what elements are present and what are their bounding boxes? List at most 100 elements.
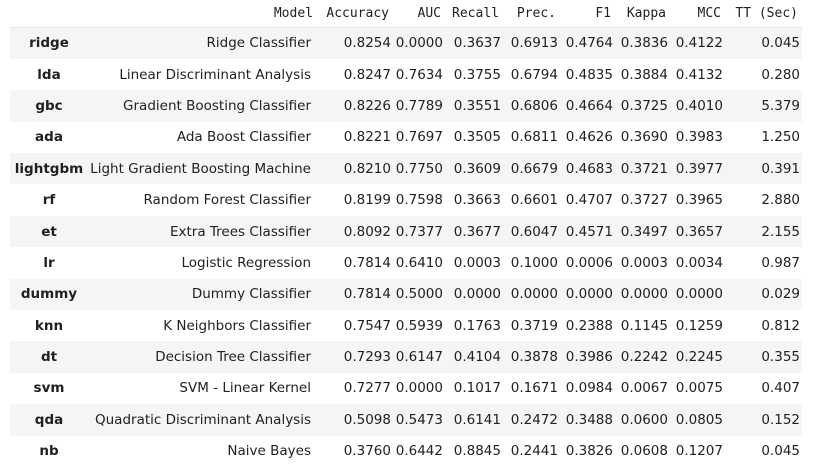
prec-cell: 0.6913 [510,35,558,52]
accuracy-cell: 0.7277 [343,380,391,397]
mcc-cell: 0.4132 [675,66,723,83]
kappa-cell: 0.1145 [620,317,668,334]
recall-cell: 0.3755 [453,66,501,83]
row-key-cell: dummy [20,286,78,303]
f1-cell: 0.3826 [565,443,613,460]
f1-cell: 0.3986 [565,349,613,366]
f1-cell: 0.0000 [565,286,613,303]
accuracy-cell: 0.8221 [343,129,391,146]
row-key-cell: lr [43,254,55,271]
prec-cell: 0.6679 [510,160,558,177]
kappa-cell: 0.3497 [620,223,668,240]
recall-cell: 0.0000 [453,286,501,303]
row-key-cell: gbc [35,97,63,114]
f1-cell: 0.0984 [565,380,613,397]
mcc-cell: 0.1259 [675,317,723,334]
header-prec: Prec. [503,0,560,28]
kappa-cell: 0.3725 [620,97,668,114]
auc-cell: 0.6442 [395,443,443,460]
tt-cell: 2.880 [761,192,800,209]
table-row: lda Linear Discriminant Analysis 0.8247 0.7… [10,59,802,90]
accuracy-cell: 0.8092 [343,223,391,240]
auc-cell: 0.7750 [395,160,443,177]
prec-cell: 0.6811 [510,129,558,146]
auc-cell: 0.5473 [395,411,443,428]
header-mcc: MCC [670,0,725,28]
table-row: gbc Gradient Boosting Classifier 0.8226 0.7… [10,90,802,122]
table-row: dummy Dummy Classifier 0.7814 0.5000 0.0000 0… [10,278,802,311]
table-header: Model Accuracy AUC Recall Prec. F1 Kappa… [10,0,802,28]
kappa-cell: 0.3690 [620,129,668,146]
mcc-cell: 0.3965 [675,192,723,209]
kappa-cell: 0.0608 [620,443,668,460]
kappa-cell: 0.3721 [620,160,668,177]
header-tt: TT (Sec) [725,0,802,28]
prec-cell: 0.2441 [510,443,558,460]
table-row: dt Decision Tree Classifier 0.7293 0.6147 0.… [10,341,802,373]
f1-cell: 0.4571 [565,223,613,240]
recall-cell: 0.3663 [453,192,501,209]
kappa-cell: 0.2242 [620,349,668,366]
f1-cell: 0.4664 [565,97,613,114]
header-accuracy: Accuracy [317,0,393,28]
row-key-cell: nb [39,443,59,460]
recall-cell: 0.0003 [453,254,501,271]
f1-cell: 0.4707 [565,192,613,209]
model-cell: Light Gradient Boosting Machine [90,160,311,177]
mcc-cell: 0.3657 [675,223,723,240]
model-cell: Dummy Classifier [191,286,311,303]
row-key-cell: lightgbm [14,160,84,177]
kappa-cell: 0.0600 [620,411,668,428]
kappa-cell: 0.3727 [620,192,668,209]
model-cell: Logistic Regression [181,254,312,271]
prec-cell: 0.6601 [510,192,558,209]
prec-cell: 0.3719 [510,317,558,334]
tt-cell: 0.045 [761,443,800,460]
header-kappa: Kappa [615,0,670,28]
auc-cell: 0.7789 [395,97,443,114]
header-recall: Recall [445,0,503,28]
row-key-cell: ada [35,129,63,146]
auc-cell: 0.7634 [395,66,443,83]
auc-cell: 0.7598 [395,192,443,209]
recall-cell: 0.3677 [453,223,501,240]
model-cell: Gradient Boosting Classifier [123,97,311,114]
row-key-cell: ridge [29,35,69,52]
model-cell: Naive Bayes [227,443,311,460]
header-model: Model [88,0,317,28]
model-comparison-table: Model Accuracy AUC Recall Prec. F1 Kappa… [10,0,802,467]
tt-cell: 0.045 [761,35,800,52]
table-row: lightgbm Light Gradient Boosting Machine 0… [10,153,802,185]
mcc-cell: 0.0075 [675,380,723,397]
auc-cell: 0.6410 [395,254,443,271]
row-key-cell: rf [42,192,56,209]
accuracy-cell: 0.7547 [343,317,391,334]
model-comparison-output: Model Accuracy AUC Recall Prec. F1 Kappa… [10,0,802,467]
prec-cell: 0.1671 [510,380,558,397]
auc-cell: 0.7377 [395,223,443,240]
kappa-cell: 0.3884 [620,66,668,83]
header-row: Model Accuracy AUC Recall Prec. F1 Kappa… [10,0,802,28]
model-cell: Decision Tree Classifier [155,349,311,366]
auc-cell: 0.5939 [395,317,443,334]
table-row: ada Ada Boost Classifier 0.8221 0.7697 0.350… [10,122,802,153]
accuracy-cell: 0.7814 [343,286,391,303]
prec-cell: 0.6047 [510,223,558,240]
auc-cell: 0.0000 [395,35,443,52]
tt-cell: 0.029 [761,286,800,303]
accuracy-cell: 0.8254 [343,35,391,52]
mcc-cell: 0.2245 [675,349,723,366]
accuracy-cell: 0.8247 [343,66,391,83]
kappa-cell: 0.0000 [620,286,668,303]
model-cell: Ridge Classifier [206,35,312,52]
recall-cell: 0.3505 [453,129,501,146]
accuracy-cell: 0.8210 [343,160,391,177]
recall-cell: 0.1017 [453,380,501,397]
prec-cell: 0.0000 [510,286,558,303]
mcc-cell: 0.0805 [675,411,723,428]
tt-cell: 1.250 [761,129,800,146]
row-key-cell: knn [34,317,64,334]
model-cell: Ada Boost Classifier [176,129,311,146]
row-key-cell: et [41,223,57,240]
recall-cell: 0.3637 [453,35,501,52]
